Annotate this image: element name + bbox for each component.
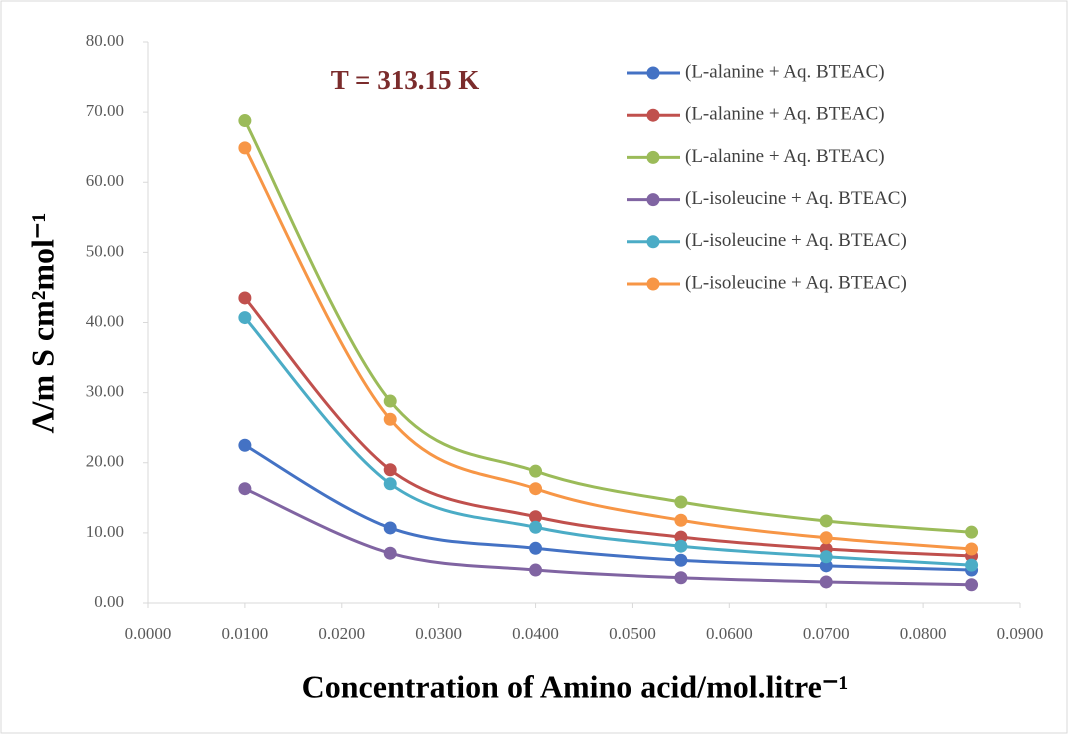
data-point [383,521,397,535]
y-tick-label: 30.00 [86,382,124,401]
data-point [238,482,252,496]
legend-marker [646,66,660,80]
data-point [674,495,688,509]
data-point [674,539,688,553]
y-tick-label: 50.00 [86,241,124,260]
data-point [965,558,979,572]
x-axis-label: Concentration of Amino acid/mol.litre⁻¹ [302,668,849,704]
legend-marker [646,235,660,249]
x-tick-label: 0.0500 [609,624,656,643]
legend-marker [646,108,660,122]
series-line [243,296,972,558]
data-point [529,541,543,555]
series-line [244,443,972,572]
data-point [965,578,979,592]
series-line [243,316,972,567]
x-tick-label: 0.0000 [125,624,172,643]
data-point [238,291,252,305]
legend-label: (L-isoleucine + Aq. BTEAC) [685,230,907,251]
data-point [529,563,543,577]
data-point [529,464,543,478]
data-point [529,520,543,534]
legend-marker [646,277,660,291]
legend-label: (L-alanine + Aq. BTEAC) [685,104,885,125]
x-tick-label: 0.0600 [706,624,753,643]
data-point [383,412,397,426]
x-tick-label: 0.0400 [512,624,559,643]
data-point [529,510,543,524]
legend-label: (L-isoleucine + Aq. BTEAC) [685,188,907,209]
y-tick-label: 40.00 [86,311,124,330]
legend-marker [646,193,660,207]
x-tick-label: 0.0800 [900,624,947,643]
series-line [244,487,972,587]
data-point [819,514,833,528]
data-point [238,141,252,155]
annotation: T = 313.15 K [331,65,479,95]
x-tick-label: 0.0900 [997,624,1044,643]
x-tick-label: 0.0300 [415,624,462,643]
x-tick-label: 0.0200 [318,624,365,643]
data-point [819,550,833,564]
x-tick-label: 0.0700 [803,624,850,643]
data-point [965,542,979,556]
legend-label: (L-alanine + Aq. BTEAC) [685,146,885,167]
legend-marker [646,150,660,164]
data-point [383,546,397,560]
data-point [674,571,688,585]
data-point [238,114,252,128]
data-point [383,477,397,491]
y-tick-label: 70.00 [86,101,124,120]
data-point [674,530,688,544]
y-tick-label: 0.00 [94,592,124,611]
data-point [965,525,979,539]
y-tick-label: 20.00 [86,452,124,471]
data-point [819,559,833,573]
legend: (L-alanine + Aq. BTEAC) (L-alanine + Aq. … [627,61,907,293]
legend-label: (L-isoleucine + Aq. BTEAC) [685,272,907,293]
x-tick-label: 0.0100 [222,624,269,643]
y-tick-label: 60.00 [86,171,124,190]
legend-label: (L-alanine + Aq. BTEAC) [685,61,885,82]
y-axis-label: Λ/m S cm²mol⁻¹ [24,213,60,434]
data-point [819,575,833,589]
data-point [674,513,688,527]
data-point [674,553,688,567]
data-point [383,394,397,408]
y-tick-label: 80.00 [86,31,124,50]
data-point [383,463,397,477]
data-point [529,482,543,496]
y-tick-label: 10.00 [86,522,124,541]
data-point [238,311,252,325]
data-point [819,531,833,545]
data-point [238,438,252,452]
